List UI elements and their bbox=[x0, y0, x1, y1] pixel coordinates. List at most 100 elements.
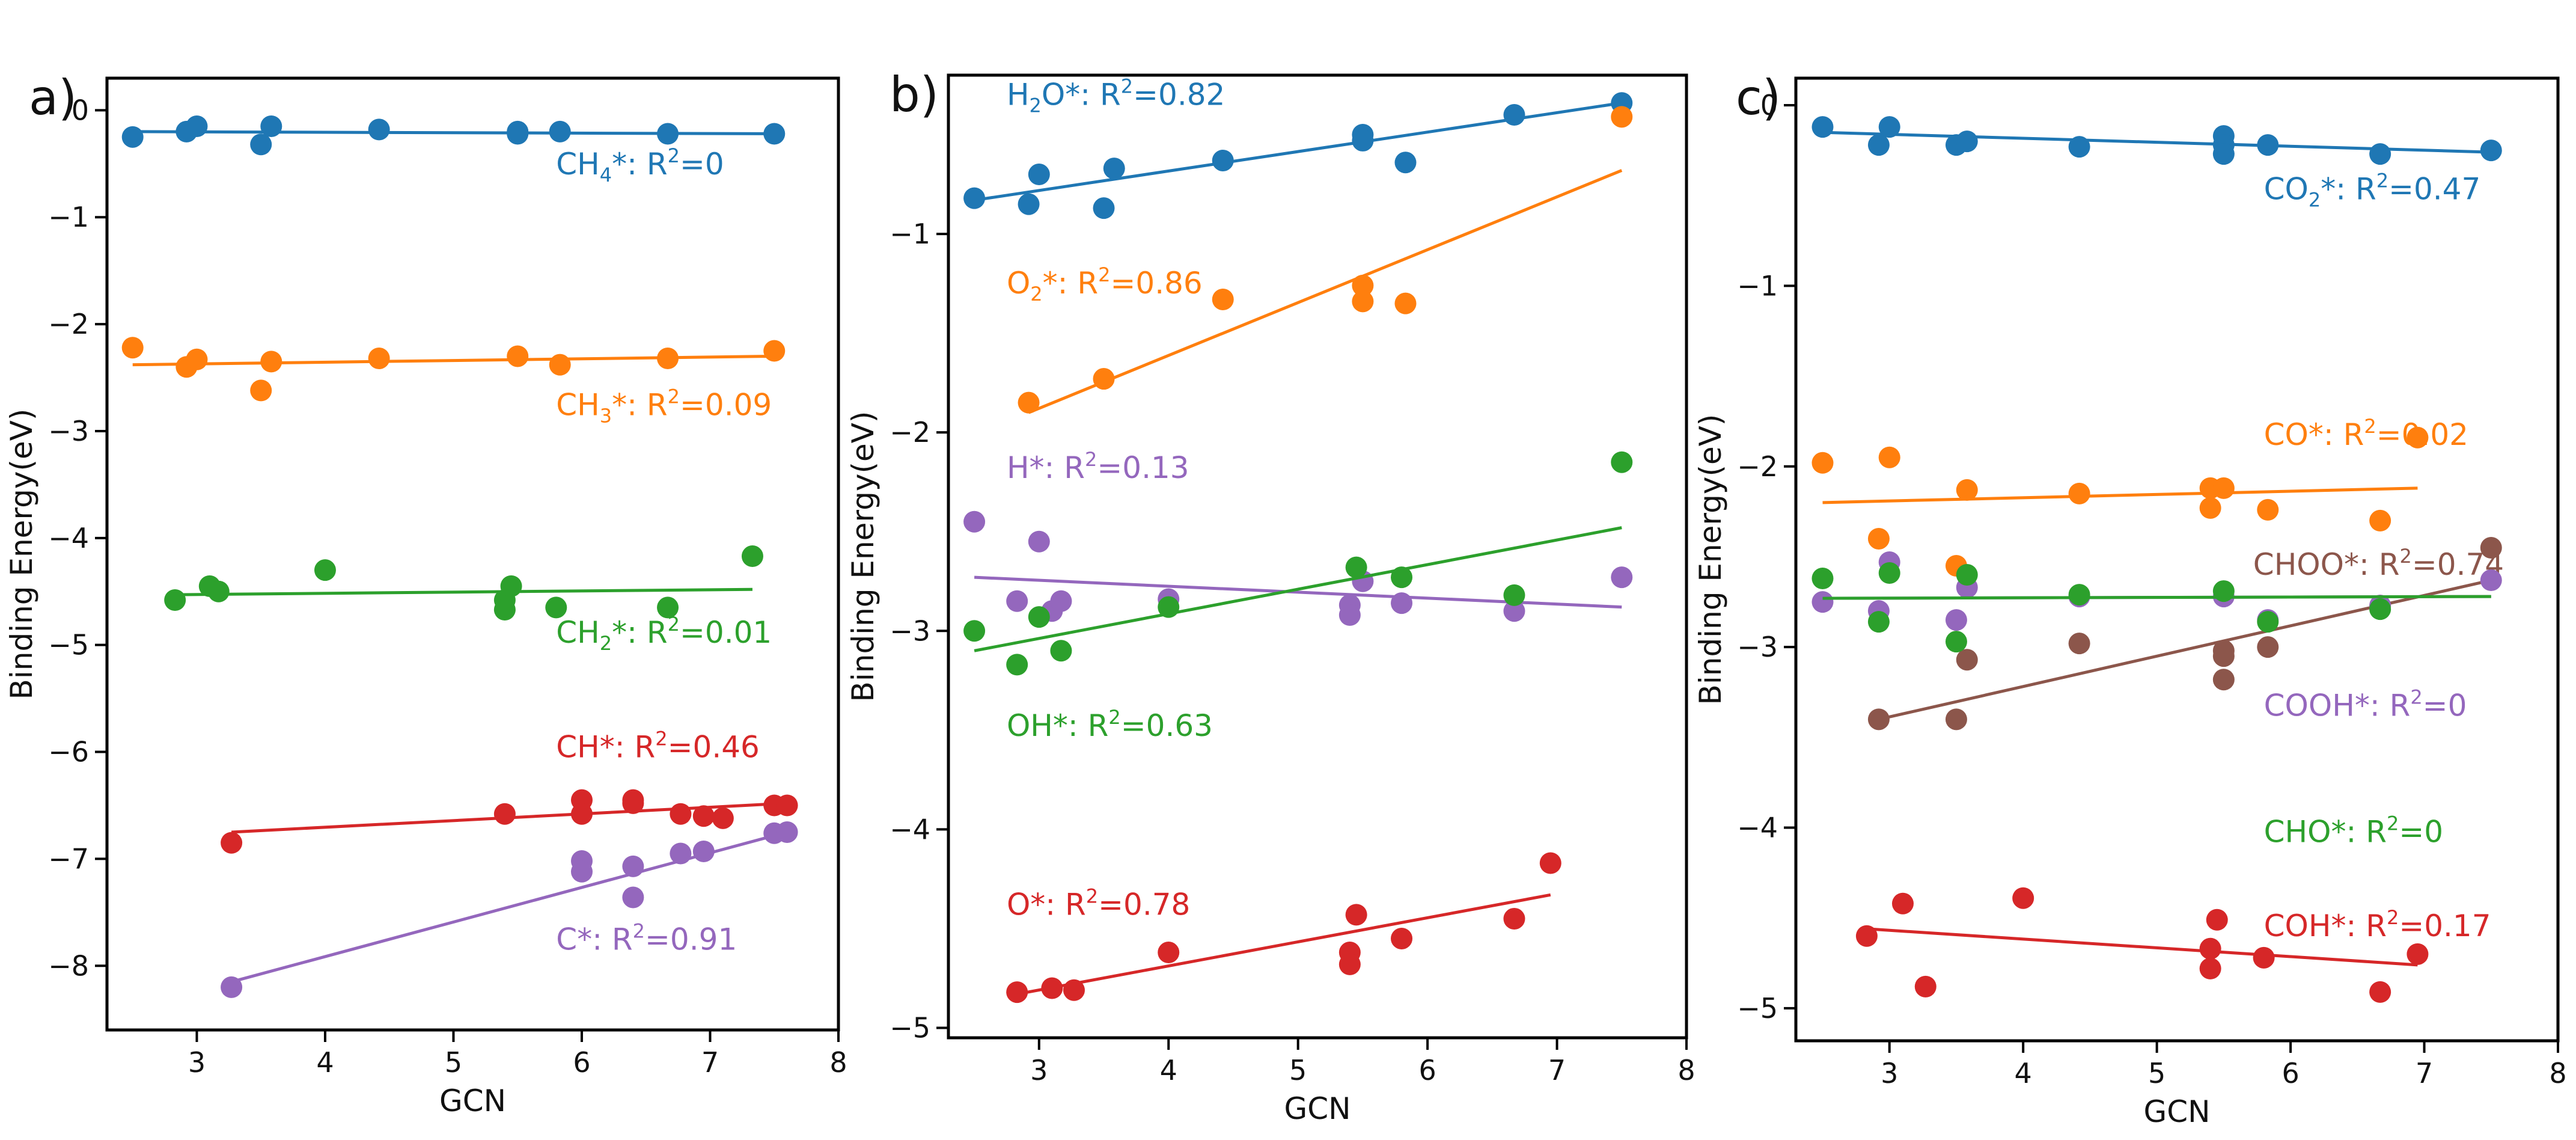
y-tick-label: −5 bbox=[890, 1011, 930, 1044]
series-ch4: CH4*: R2=0 bbox=[121, 115, 786, 186]
y-tick-label: −7 bbox=[48, 842, 89, 875]
data-point bbox=[622, 855, 644, 877]
y-tick-label: −1 bbox=[1737, 269, 1778, 302]
data-point bbox=[1945, 631, 1967, 653]
data-point bbox=[2012, 887, 2034, 909]
data-point bbox=[657, 123, 679, 145]
x-tick-label: 5 bbox=[445, 1046, 462, 1079]
data-point bbox=[1914, 975, 1937, 998]
x-tick-label: 4 bbox=[316, 1046, 334, 1079]
series-label: CHOO*: R2=0.74 bbox=[2253, 545, 2504, 582]
data-point bbox=[1006, 981, 1028, 1004]
data-point bbox=[1391, 927, 1413, 949]
data-point bbox=[314, 559, 336, 581]
data-point bbox=[1028, 164, 1050, 186]
data-point bbox=[1006, 590, 1028, 612]
data-point bbox=[1956, 479, 1978, 501]
series-label: H2O*: R2=0.82 bbox=[1007, 75, 1225, 117]
data-point bbox=[657, 596, 679, 619]
data-point bbox=[186, 115, 208, 138]
series-label: CO2*: R2=0.47 bbox=[2264, 169, 2481, 211]
y-tick-label: −8 bbox=[48, 949, 89, 982]
data-point bbox=[1945, 609, 1967, 631]
data-point bbox=[963, 620, 986, 642]
series-label: H*: R2=0.13 bbox=[1007, 448, 1189, 485]
x-tick-label: 8 bbox=[2549, 1057, 2566, 1089]
data-point bbox=[963, 187, 986, 209]
y-tick-label: 0 bbox=[1760, 89, 1778, 121]
data-point bbox=[763, 123, 786, 145]
data-point bbox=[1050, 640, 1072, 662]
series-ch3: CH3*: R2=0.09 bbox=[121, 337, 786, 427]
data-point bbox=[1352, 274, 1374, 296]
data-point bbox=[1956, 564, 1978, 586]
data-point bbox=[2257, 636, 2279, 658]
x-tick-label: 8 bbox=[829, 1046, 847, 1079]
data-point bbox=[507, 345, 529, 367]
y-tick-label: −6 bbox=[48, 736, 89, 768]
x-tick-label: 5 bbox=[2148, 1057, 2165, 1089]
data-point bbox=[1867, 527, 1890, 550]
series-label: CH*: R2=0.46 bbox=[556, 727, 760, 764]
series-ch: CH*: R2=0.46 bbox=[221, 727, 798, 854]
data-point bbox=[221, 832, 243, 854]
data-point bbox=[2480, 536, 2502, 559]
data-point bbox=[2257, 611, 2279, 633]
data-point bbox=[549, 120, 571, 142]
data-point bbox=[2253, 946, 2275, 969]
data-point bbox=[250, 379, 272, 402]
series-label: COH*: R2=0.17 bbox=[2264, 906, 2491, 943]
data-point bbox=[1103, 158, 1125, 180]
data-point bbox=[250, 133, 272, 156]
data-point bbox=[963, 510, 986, 533]
y-tick-label: −4 bbox=[1737, 812, 1778, 844]
plot-frame bbox=[105, 76, 840, 1032]
data-point bbox=[500, 575, 522, 597]
data-point bbox=[2257, 134, 2279, 156]
data-point bbox=[1811, 116, 1834, 138]
data-point bbox=[2206, 909, 2228, 931]
y-tick-label: −3 bbox=[1737, 631, 1778, 663]
panel-label: c) bbox=[1736, 70, 1781, 126]
data-point bbox=[692, 805, 715, 827]
y-axis-label: Binding Energy(eV) bbox=[846, 411, 881, 702]
data-point bbox=[1611, 106, 1633, 128]
data-point bbox=[1811, 591, 1834, 613]
data-point bbox=[1352, 129, 1374, 152]
data-point bbox=[1503, 104, 1525, 126]
data-point bbox=[221, 976, 243, 998]
y-axis-label: Binding Energy(eV) bbox=[4, 409, 39, 700]
series-c: C*: R2=0.91 bbox=[221, 821, 798, 998]
y-tick-label: −5 bbox=[48, 629, 89, 661]
y-tick-label: −3 bbox=[48, 415, 89, 447]
data-point bbox=[1352, 290, 1374, 313]
data-point bbox=[622, 792, 644, 814]
plot-frame bbox=[947, 73, 1688, 1040]
x-axis-label: GCN bbox=[439, 1083, 506, 1118]
series-oh: OH*: R2=0.63 bbox=[963, 451, 1633, 743]
data-point bbox=[368, 348, 390, 370]
data-point bbox=[549, 354, 571, 376]
data-point bbox=[622, 886, 644, 909]
data-point bbox=[1006, 654, 1028, 676]
chart-panel-3: 3 4 5 6 7 8 0 −1 −2 −3 −4 −5 GCN Binding Energy(eV) c)… bbox=[1693, 70, 2567, 1129]
y-tick-label: −3 bbox=[890, 614, 930, 647]
data-point bbox=[2212, 143, 2235, 165]
fit-line bbox=[1822, 130, 2491, 154]
series-cho: CHO*: R2=0 bbox=[1811, 562, 2491, 850]
fit-line bbox=[231, 830, 788, 984]
x-tick-label: 4 bbox=[1160, 1054, 1177, 1086]
data-point bbox=[1345, 904, 1367, 926]
chart-panel-2: 3 4 5 6 7 8 −1 −2 −3 −4 −5 GCN Binding Energy(eV) b) H… bbox=[846, 67, 1695, 1126]
x-tick-label: 3 bbox=[188, 1046, 206, 1079]
y-tick-label: −1 bbox=[48, 201, 89, 233]
x-tick-label: 7 bbox=[1548, 1054, 1566, 1086]
data-point bbox=[1093, 368, 1115, 390]
data-point bbox=[776, 821, 798, 843]
data-point bbox=[2369, 509, 2391, 532]
y-tick-label: −1 bbox=[890, 218, 930, 250]
fit-line bbox=[1822, 486, 2418, 504]
data-point bbox=[570, 860, 593, 883]
fit-line bbox=[1016, 893, 1551, 996]
